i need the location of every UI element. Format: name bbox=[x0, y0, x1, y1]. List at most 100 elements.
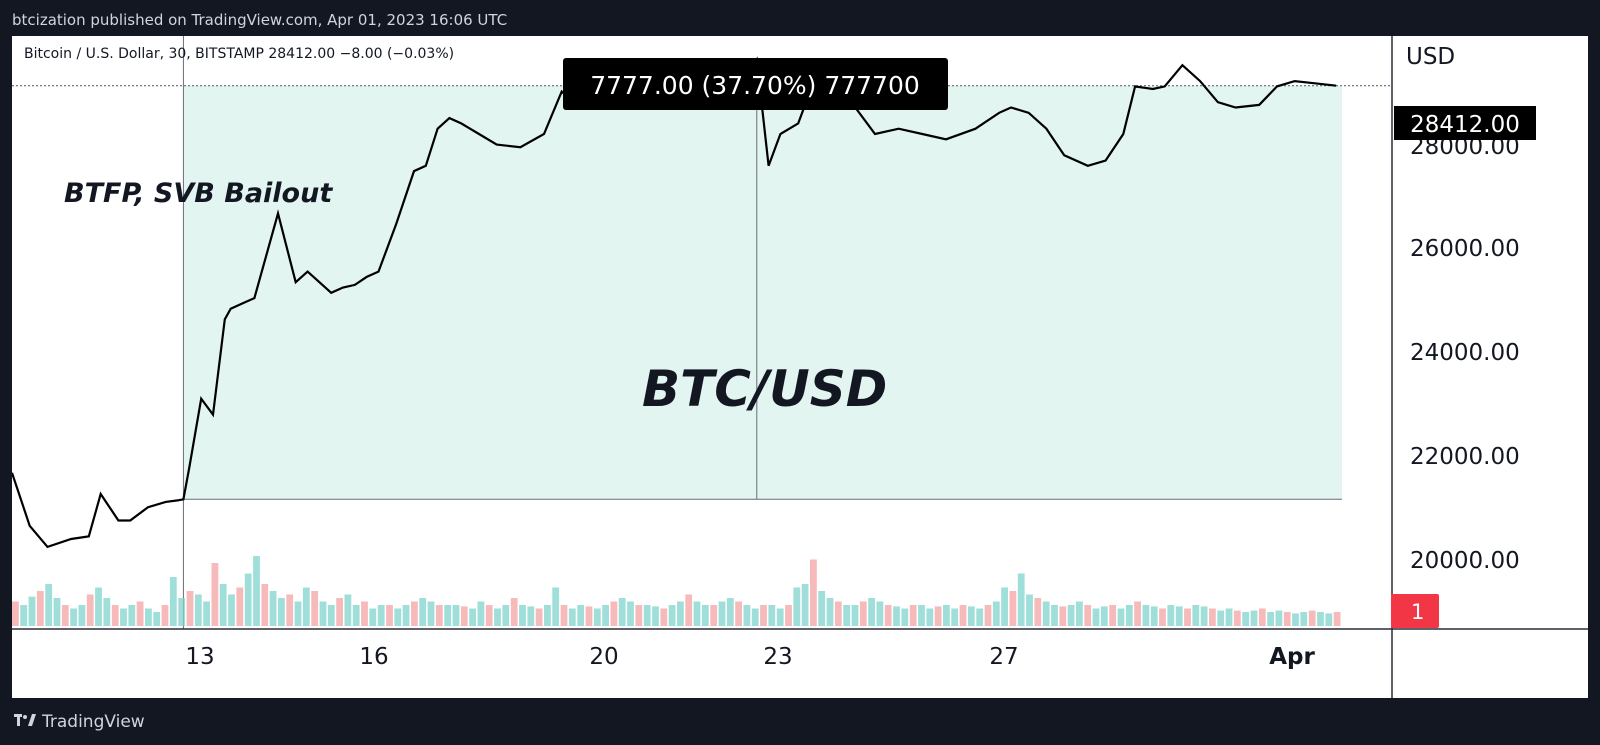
volume-bar bbox=[851, 605, 859, 626]
volume-bar bbox=[535, 608, 543, 626]
volume-bar bbox=[610, 601, 618, 626]
volume-bar bbox=[53, 598, 61, 626]
price-chart[interactable]: BTFP, SVB Bailout BTC/USD 7777.00 (37.70… bbox=[10, 36, 1588, 698]
volume-bar bbox=[336, 598, 343, 626]
volume-bar bbox=[111, 605, 119, 626]
volume-bar bbox=[28, 596, 36, 626]
volume-bar bbox=[1308, 610, 1316, 626]
price-axis-currency: USD bbox=[1406, 44, 1455, 70]
volume-bar bbox=[959, 605, 967, 626]
volume-bar bbox=[1275, 610, 1283, 626]
volume-bar bbox=[61, 605, 69, 626]
volume-bar bbox=[402, 605, 410, 626]
volume-bar bbox=[627, 601, 634, 626]
publish-header: btcization published on TradingView.com,… bbox=[12, 11, 508, 29]
volume-bar bbox=[1233, 610, 1241, 626]
volume-bar bbox=[593, 608, 601, 626]
chart-area[interactable]: BTFP, SVB Bailout BTC/USD 7777.00 (37.70… bbox=[10, 36, 1588, 698]
volume-bar bbox=[1092, 608, 1100, 626]
volume-bar bbox=[427, 601, 435, 626]
volume-bar bbox=[1017, 573, 1025, 626]
volume-bar bbox=[311, 591, 319, 626]
volume-bar bbox=[1175, 606, 1183, 626]
volume-bar bbox=[868, 598, 875, 626]
current-price-tag: 28412.00 bbox=[1410, 112, 1520, 138]
volume-bar bbox=[1159, 608, 1166, 626]
volume-bar bbox=[1150, 606, 1158, 626]
volume-bar bbox=[701, 605, 709, 626]
volume-bar bbox=[1001, 587, 1008, 626]
volume-bar bbox=[1100, 606, 1108, 626]
current-price-tag-box bbox=[1394, 106, 1536, 140]
volume-bar bbox=[194, 594, 202, 626]
volume-bar bbox=[319, 601, 327, 626]
volume-bar bbox=[1067, 605, 1075, 626]
volume-bar bbox=[1009, 591, 1017, 626]
volume-bar bbox=[460, 606, 468, 626]
time-axis-label-13: 13 bbox=[185, 644, 214, 670]
volume-bar bbox=[302, 587, 310, 626]
volume-bar bbox=[918, 605, 925, 626]
volume-bar bbox=[219, 584, 227, 626]
volume-bar bbox=[1292, 613, 1299, 626]
volume-bar bbox=[86, 594, 94, 626]
measure-label-box bbox=[563, 58, 948, 110]
volume-bar bbox=[278, 598, 285, 626]
volume-bar bbox=[768, 605, 776, 626]
volume-bar bbox=[294, 601, 302, 626]
volume-bar bbox=[602, 605, 609, 626]
volume-bar bbox=[1250, 610, 1258, 626]
volume-bar bbox=[145, 608, 152, 626]
volume-bars bbox=[12, 556, 1341, 626]
volume-bar bbox=[1192, 605, 1200, 626]
volume-bar bbox=[735, 601, 742, 626]
volume-bar bbox=[12, 601, 19, 626]
volume-bar bbox=[1167, 605, 1175, 626]
volume-bar bbox=[1225, 608, 1233, 626]
volume-bar bbox=[120, 608, 127, 626]
footer-brand[interactable]: TradingView bbox=[0, 698, 1600, 745]
volume-bar bbox=[244, 573, 252, 626]
alert-badge[interactable]: 1 bbox=[1411, 600, 1424, 624]
volume-bar bbox=[884, 605, 892, 626]
volume-bar bbox=[178, 598, 186, 626]
volume-bar bbox=[228, 594, 235, 626]
price-axis-label-24000: 24000.00 bbox=[1410, 340, 1520, 366]
time-axis-label-apr: Apr bbox=[1269, 644, 1315, 670]
volume-bar bbox=[984, 605, 992, 626]
volume-bar bbox=[909, 605, 917, 626]
volume-bar bbox=[36, 591, 44, 626]
volume-bar bbox=[568, 608, 576, 626]
volume-bar bbox=[169, 577, 177, 626]
volume-bar bbox=[577, 605, 585, 626]
volume-bar bbox=[1184, 608, 1191, 626]
annotation-btfp-svb-bailout: BTFP, SVB Bailout bbox=[64, 178, 333, 209]
volume-bar bbox=[951, 608, 959, 626]
measure-label: 7777.00 (37.70%) 777700 bbox=[590, 71, 920, 100]
volume-bar bbox=[544, 605, 551, 626]
volume-bar bbox=[45, 584, 53, 626]
time-axis-label-20: 20 bbox=[589, 644, 618, 670]
volume-bar bbox=[411, 601, 418, 626]
volume-bar bbox=[635, 605, 643, 626]
volume-bar bbox=[967, 606, 975, 626]
volume-bar bbox=[153, 612, 161, 626]
volume-bar bbox=[419, 598, 427, 626]
volume-bar bbox=[1059, 606, 1067, 626]
volume-bar bbox=[760, 605, 767, 626]
volume-bar bbox=[1217, 610, 1225, 626]
volume-bar bbox=[934, 606, 942, 626]
measure-range-fill bbox=[183, 85, 1342, 500]
volume-bar bbox=[386, 605, 393, 626]
price-axis-label-22000: 22000.00 bbox=[1410, 444, 1520, 470]
volume-bar bbox=[136, 601, 144, 626]
volume-bar bbox=[618, 598, 626, 626]
volume-bar bbox=[926, 608, 934, 626]
volume-bar bbox=[785, 605, 792, 626]
volume-bar bbox=[1258, 608, 1266, 626]
volume-bar bbox=[211, 563, 219, 626]
volume-bar bbox=[801, 584, 809, 626]
volume-bar bbox=[1317, 612, 1324, 626]
volume-bar bbox=[1076, 601, 1083, 626]
volume-bar bbox=[1325, 613, 1333, 626]
